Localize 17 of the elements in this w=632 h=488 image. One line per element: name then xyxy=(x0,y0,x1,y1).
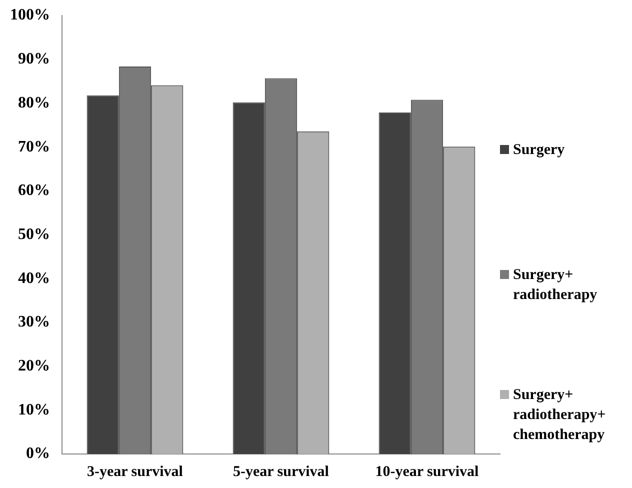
legend-label: Surgery+radiotherapy xyxy=(513,266,598,305)
y-tick-label: 60% xyxy=(18,182,50,200)
y-tick-label: 70% xyxy=(18,138,50,156)
y-tick-label: 10% xyxy=(18,401,50,418)
y-tick-label: 90% xyxy=(18,50,50,68)
x-tick-label: 5-year survival xyxy=(233,464,329,480)
legend-label: Surgery xyxy=(513,141,565,160)
y-tick-label: 80% xyxy=(18,94,50,112)
y-tick-label: 20% xyxy=(18,357,50,374)
x-tick-label: 10-year survival xyxy=(375,464,479,480)
legend-label: Surgery+radiotherapy+chemotherapy xyxy=(513,386,606,445)
x-tick-label: 3-year survival xyxy=(87,464,183,480)
y-tick-label: 40% xyxy=(18,270,50,287)
y-tick-label: 100% xyxy=(10,6,50,24)
y-tick-label: 0% xyxy=(26,445,50,462)
y-tick-label: 30% xyxy=(18,314,50,331)
y-tick-label: 50% xyxy=(18,226,50,243)
